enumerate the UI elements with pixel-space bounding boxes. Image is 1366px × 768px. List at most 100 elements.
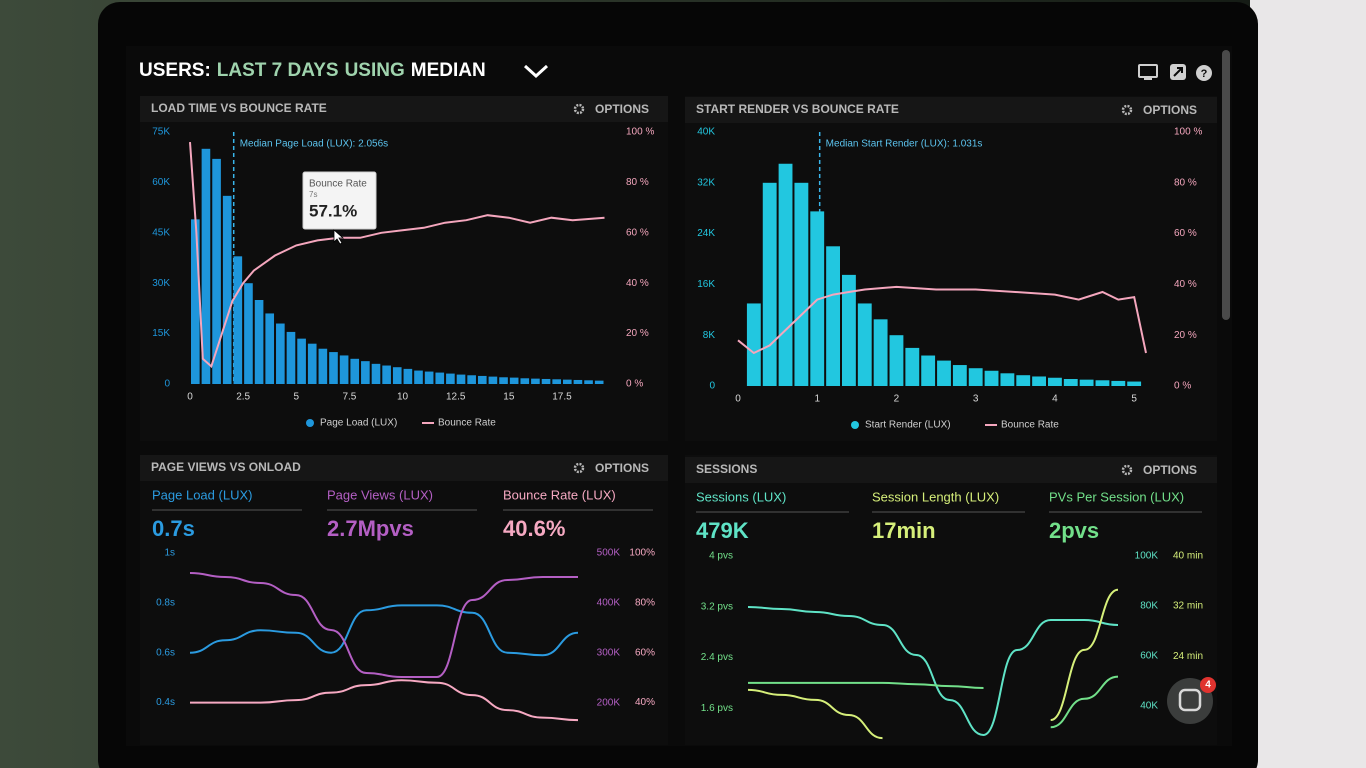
histogram-bar	[762, 182, 777, 386]
scrollbar[interactable]	[1222, 50, 1230, 320]
gear-icon	[573, 462, 585, 474]
y3-tick-label: 40%	[635, 697, 655, 708]
panel-header	[140, 455, 668, 481]
y2-tick-label: 80 %	[1174, 177, 1197, 188]
options-button[interactable]: OPTIONS	[595, 102, 649, 116]
histogram-bar	[339, 355, 349, 384]
histogram-bar	[1000, 373, 1015, 386]
y3-tick-label: 80%	[635, 598, 655, 609]
monitor-stand	[1144, 78, 1152, 80]
tooltip-value: 57.1%	[309, 201, 357, 220]
options-button[interactable]: OPTIONS	[1143, 463, 1197, 477]
y2-tick-label: 80 %	[626, 177, 649, 188]
histogram-bar	[746, 303, 761, 386]
histogram-bar	[584, 380, 593, 384]
legend-swatch	[851, 421, 859, 429]
x-tick-label: 3	[973, 394, 979, 405]
options-button[interactable]: OPTIONS	[1143, 103, 1197, 117]
histogram-bar	[968, 368, 983, 386]
panel-title: LOAD TIME VS BOUNCE RATE	[151, 101, 327, 115]
histogram-bar	[1063, 379, 1078, 386]
y-tick-label: 75K	[152, 127, 170, 138]
histogram-bar	[873, 319, 888, 386]
x-tick-label: 17.5	[552, 392, 572, 403]
y-tick-label: 60K	[152, 177, 170, 188]
histogram-bar	[254, 300, 264, 384]
histogram-bar	[477, 375, 487, 384]
x-tick-label: 0	[735, 394, 741, 405]
histogram-bar	[382, 365, 391, 384]
x-tick-label: 5	[1131, 394, 1137, 405]
histogram-bar	[778, 163, 793, 386]
histogram-bar	[191, 219, 200, 384]
histogram-bar	[233, 256, 243, 384]
panel	[685, 455, 1217, 745]
legend-label: Bounce Rate	[438, 418, 496, 429]
panel	[140, 455, 668, 745]
title-part: USERS:	[139, 60, 211, 81]
histogram-bar	[573, 379, 583, 384]
y2-tick-label: 300K	[597, 648, 621, 659]
x-tick-label: 12.5	[446, 392, 466, 403]
histogram-bar	[1032, 376, 1046, 386]
histogram-bar	[984, 370, 999, 386]
y-tick-label: 1s	[164, 548, 175, 559]
y2-tick-label: 40K	[1140, 701, 1158, 712]
line-series	[189, 142, 605, 369]
y2-tick-label: 0 %	[626, 379, 643, 390]
x-tick-label: 1	[814, 394, 820, 405]
stat-value: 479K	[696, 518, 749, 543]
y2-tick-label: 500K	[597, 548, 621, 559]
stat-label: Bounce Rate (LUX)	[503, 487, 616, 502]
histogram-bar	[350, 358, 360, 384]
histogram-bar	[222, 195, 232, 384]
share-arrow	[1173, 67, 1183, 77]
histogram-bar	[1016, 375, 1031, 386]
line-series	[189, 604, 579, 657]
histogram-bar	[329, 352, 338, 384]
y3-tick-label: 24 min	[1173, 651, 1203, 662]
monitor-icon[interactable]	[1138, 64, 1158, 78]
y-tick-label: 15K	[152, 328, 170, 339]
y-tick-label: 0.6s	[156, 647, 175, 658]
stat-label: PVs Per Session (LUX)	[1049, 489, 1184, 504]
line-series	[747, 606, 1119, 737]
histogram-bar	[952, 365, 967, 386]
histogram-bar	[1127, 381, 1142, 386]
x-tick-label: 10	[397, 392, 409, 403]
histogram-bar	[265, 313, 275, 384]
help-icon[interactable]	[1196, 65, 1212, 81]
panel-title: PAGE VIEWS VS ONLOAD	[151, 460, 301, 474]
x-tick-label: 4	[1052, 394, 1058, 405]
y-tick-label: 8K	[703, 330, 716, 341]
histogram-bar	[361, 361, 370, 384]
legend-label: Bounce Rate	[1001, 420, 1059, 431]
panel-header	[685, 457, 1217, 483]
stat-label: Sessions (LUX)	[696, 489, 786, 504]
histogram-bar	[467, 375, 476, 384]
y2-tick-label: 200K	[597, 698, 621, 709]
y2-tick-label: 20 %	[1174, 330, 1197, 341]
y-tick-label: 0.4s	[156, 697, 175, 708]
y-tick-label: 30K	[152, 278, 170, 289]
histogram-bar	[488, 376, 498, 384]
histogram-bar	[857, 303, 872, 386]
line-series	[737, 285, 1147, 355]
dropdown-chevron[interactable]	[523, 64, 549, 79]
panel-title: SESSIONS	[696, 462, 757, 476]
histogram-bar	[842, 274, 856, 386]
histogram-bar	[1111, 380, 1126, 386]
dashboard-title[interactable]: USERS: LAST 7 DAYS USING MEDIAN	[139, 60, 486, 81]
histogram-bar	[499, 377, 508, 384]
stat-value: 2.7Mpvs	[327, 516, 414, 541]
stat-value: 2pvs	[1049, 518, 1099, 543]
y-tick-label: 24K	[697, 228, 715, 239]
options-button[interactable]: OPTIONS	[595, 461, 649, 475]
toolbar-icons: ?	[1138, 64, 1212, 81]
histogram-bar	[594, 380, 604, 384]
y-tick-label: 0	[709, 381, 715, 392]
histogram-bar	[509, 377, 519, 384]
x-tick-label: 2	[894, 394, 900, 405]
median-label: Median Start Render (LUX): 1.031s	[826, 139, 983, 150]
y2-tick-label: 80K	[1140, 601, 1158, 612]
